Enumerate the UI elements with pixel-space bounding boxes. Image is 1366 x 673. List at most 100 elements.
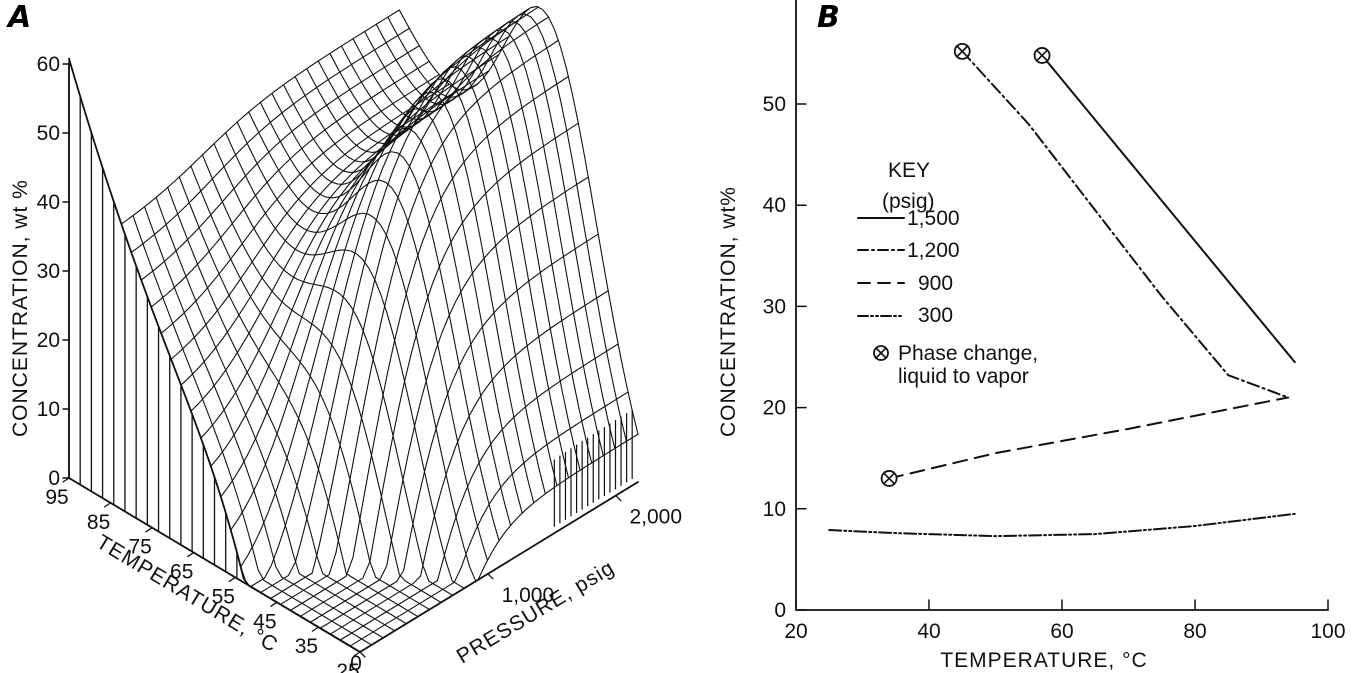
a-front-vertical-lines [68,57,361,653]
b-y-tick-label: 40 [763,194,786,217]
a-temperature-tick-label: 25 [336,660,359,673]
a-mesh-line [398,5,639,435]
a-z-tick-label: 10 [37,398,60,421]
b-series-line-1200 [961,50,1290,399]
b-x-axis-label: TEMPERATURE, °C [940,649,1147,672]
b-series-group [828,50,1296,538]
a-mesh-line [329,52,570,479]
a-z-axis-label: CONCENTRATION, wt % [9,179,32,437]
a-pressure-tick [615,494,622,502]
panel-a-letter: A [6,0,31,35]
a-pressure-tick-label: 2,000 [629,506,682,529]
a-temperature-tick [270,601,278,607]
legend-entry-300: 300 [918,304,953,327]
a-temperature-tick [145,527,153,533]
a-temperature-tick-label: 45 [253,610,276,633]
legend-phase-label-1: Phase change, [898,342,1038,365]
a-mesh-line [306,68,546,495]
a-mesh-line [364,29,604,457]
b-series-line-1500 [1041,54,1296,364]
a-mesh-line [130,27,410,254]
a-temperature-tick-label: 85 [87,511,110,534]
b-y-tick-label: 10 [763,498,786,521]
a-temperature-tick [228,576,236,583]
a-temperature-tick [103,502,112,508]
a-temperature-tick-label: 65 [170,561,193,584]
a-pressure-tick [487,573,494,580]
a-mesh-line [210,70,490,467]
a-mesh-line [259,101,500,542]
a-pressure-tick [359,651,366,658]
b-x-tick-label: 20 [784,620,807,643]
b-y-tick-label: 30 [763,295,786,318]
a-surface-mesh [120,5,639,653]
phase-change-marker-cross [956,45,969,58]
b-series-line-900 [888,396,1290,480]
legend-entry-1500: 1,500 [907,207,960,230]
a-mesh-line [387,13,627,442]
a-mesh-line [248,111,488,561]
a-mesh-line [340,45,581,471]
a-mesh-line [178,176,419,618]
a-mesh-line [167,186,407,625]
b-y-tick-label: 0 [774,599,786,622]
a-mesh-line [282,84,523,514]
a-mesh-line [220,54,500,498]
a-temperature-tick-label: 75 [128,536,151,559]
a-temperature-tick [62,477,70,483]
b-y-axis-label: CONCENTRATION, wt% [717,186,740,437]
a-mesh-line [240,19,520,568]
panel-b-line-chart: B 20 40 60 80 100 0 10 20 30 40 50 TEMPERATURE, °C… [717,0,1346,672]
phase-change-marker-cross [1036,49,1048,62]
a-mesh-line [213,143,454,596]
phase-change-marker-cross [883,472,895,485]
a-temperature-tick [353,651,361,657]
a-mesh-line [359,433,639,653]
a-z-tick-label: 20 [37,329,60,352]
a-z-tick-label: 30 [37,260,60,283]
a-temperature-tick-label: 55 [212,585,235,608]
a-mesh-line [294,76,535,504]
a-temperature-tick-label: 35 [295,635,318,658]
a-temperature-tick-label: 95 [45,486,68,509]
legend-title: KEY [888,159,930,182]
a-mesh-line [155,196,396,632]
a-z-tick-label: 50 [37,122,60,145]
b-y-tick-label: 50 [763,93,786,116]
legend-subtitle: (psig) [882,190,935,213]
a-temperature-tick [311,626,320,632]
a-temperature-axis [68,477,361,653]
a-mesh-line [375,21,616,450]
a-mesh-line [299,122,579,617]
a-mesh-line [250,8,530,588]
phase-change-marker [880,470,898,487]
a-mesh-line [143,206,384,639]
a-mesh-line [317,60,558,487]
a-z-tick-label: 0 [48,467,60,490]
a-mesh-line [271,92,512,526]
a-right-wall-lines [553,409,633,527]
a-pressure-tick-labels: 0 1,000 2,000 [350,494,682,673]
a-pressure-tick-label: 1,000 [502,584,555,607]
a-mesh-line [201,154,442,603]
a-temperature-tick-labels: 95 85 75 65 55 45 35 25 [45,477,361,673]
b-x-tick-label: 40 [917,620,940,643]
phase-change-marker [953,42,971,60]
a-mesh-line [225,132,465,589]
legend-entry-1200: 1,200 [907,239,960,262]
legend-phase-marker [873,345,889,361]
a-z-tick-labels: 0 10 20 30 40 50 60 [37,53,70,490]
a-mesh-line [160,74,440,334]
phase-change-marker [1033,47,1051,64]
legend-phase-label-2: liquid to vapor [898,365,1029,388]
a-mesh-line [236,121,477,582]
a-mesh-line [190,165,431,611]
a-pressure-axis [359,481,639,653]
b-x-tick-label: 60 [1050,620,1073,643]
a-mesh-line [352,37,593,464]
legend-entry-900: 900 [918,272,953,295]
b-series-line-300 [828,512,1296,538]
a-mesh-line [200,82,480,439]
panel-b-letter: B [817,0,840,35]
b-phase-change-markers [880,42,1051,487]
